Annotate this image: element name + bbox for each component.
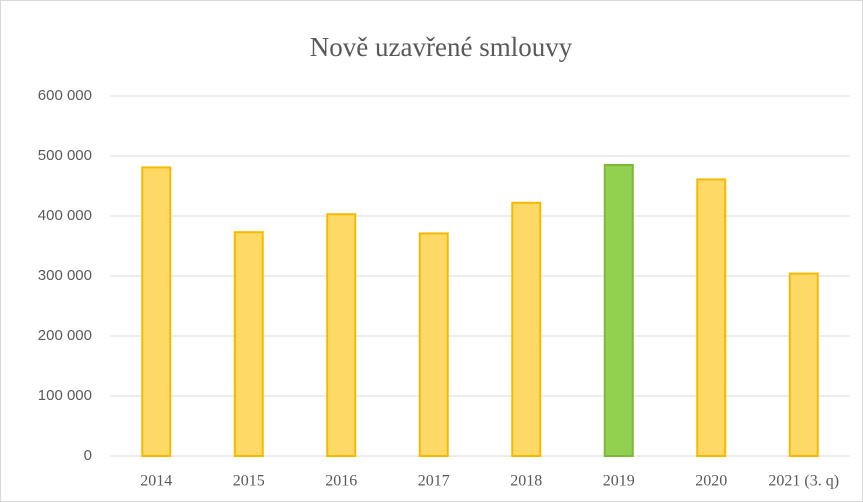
x-tick-label: 2021 (3. q) (768, 473, 839, 490)
y-tick-label: 100 000 (38, 387, 92, 404)
bar (141, 166, 172, 457)
chart-title: Nově uzavřené smlouvy (310, 32, 573, 62)
y-tick-label: 500 000 (38, 147, 92, 164)
x-tick-label: 2018 (510, 473, 542, 490)
x-tick-label: 2014 (140, 473, 172, 490)
x-tick-label: 2019 (603, 473, 635, 490)
bar (233, 231, 264, 457)
x-tick-label: 2016 (325, 473, 357, 490)
y-tick-label: 200 000 (38, 327, 92, 344)
bar (696, 178, 727, 457)
bar (326, 213, 357, 457)
x-tick-label: 2017 (418, 473, 450, 490)
y-tick-label: 600 000 (38, 87, 92, 104)
bar (788, 272, 819, 457)
x-tick-label: 2020 (695, 473, 727, 490)
bar (511, 201, 542, 457)
y-tick-label: 0 (84, 447, 92, 464)
y-tick-label: 300 000 (38, 267, 92, 284)
x-tick-label: 2015 (233, 473, 265, 490)
y-tick-label: 400 000 (38, 207, 92, 224)
bar (418, 232, 449, 457)
bar (603, 164, 634, 457)
